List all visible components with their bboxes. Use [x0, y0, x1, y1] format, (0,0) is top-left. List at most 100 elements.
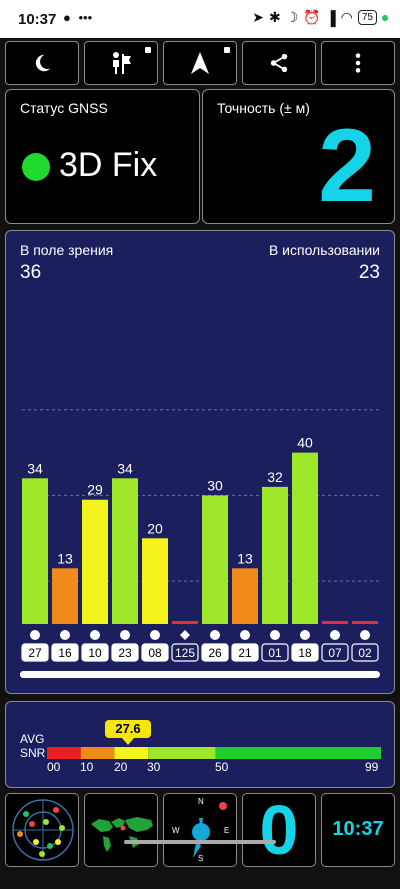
satellite-signal-panel: В поле зрения 36 В использовании 23 34 27…: [5, 230, 395, 694]
marker-dot: [30, 630, 40, 640]
more-dots-icon: •••: [78, 10, 93, 25]
clock-value: 10:37: [332, 818, 384, 840]
wifi-icon: ◠: [340, 9, 353, 25]
snr-tick-20: 20: [114, 760, 128, 774]
moon-icon: [35, 54, 51, 72]
clock-tile[interactable]: 10:37: [321, 793, 395, 867]
bluetooth-icon: ✱: [269, 9, 281, 25]
location-arrow-icon: ➤: [252, 9, 264, 25]
lock-icon: [145, 47, 151, 53]
accuracy-card: Точность (± м) 2: [202, 89, 395, 224]
marker-dot: [210, 630, 220, 640]
satellite-id-box: [261, 643, 289, 662]
world-map-tile[interactable]: [84, 793, 158, 867]
bar-value-label: 34: [117, 460, 133, 476]
marker-dot: [360, 630, 370, 640]
gnss-status-title: Статус GNSS: [20, 100, 108, 116]
snr-scale-segment: [148, 747, 216, 759]
satellite-id-box: [321, 643, 349, 662]
satellite-id-label: 125: [175, 646, 195, 660]
snr-scale-segment: [114, 747, 149, 759]
avg-snr-panel: AVG SNR 27.6 00 10 20 30 50 99: [5, 701, 395, 788]
in-view-label: В поле зрения: [20, 242, 114, 258]
horizontal-scrollbar[interactable]: [20, 671, 380, 678]
satellite-id-box: [141, 643, 169, 662]
navigate-button[interactable]: [163, 41, 237, 85]
satellite-id-box: [351, 643, 379, 662]
sky-radar-icon: [12, 799, 74, 861]
in-use-value: 23: [358, 262, 380, 283]
snr-label: SNR: [20, 746, 46, 760]
privacy-dot-icon: [382, 14, 388, 21]
snr-tick-50: 50: [215, 760, 229, 774]
marker-dot: [90, 630, 100, 640]
satellite-id-label: 01: [268, 646, 282, 660]
map-flag-button[interactable]: [84, 41, 158, 85]
share-icon: [270, 53, 288, 73]
snr-scale-segment: [47, 747, 81, 759]
compass-s: S: [198, 854, 204, 863]
scrollbar-thumb[interactable]: [20, 671, 140, 678]
satellite-bar: [352, 621, 378, 624]
night-mode-button[interactable]: [5, 41, 79, 85]
gnss-status-card: Статус GNSS 3D Fix: [5, 89, 200, 224]
satellite-bar: [52, 568, 78, 624]
satellite-bar: [292, 452, 318, 624]
satellite-id-box: [81, 643, 109, 662]
marker-diamond: [180, 630, 190, 640]
satellite-id-label: 27: [28, 646, 42, 660]
in-view-value: 36: [20, 262, 42, 283]
bar-value-label: 20: [147, 520, 163, 536]
compass-e: E: [224, 826, 230, 835]
lock-icon: [224, 47, 230, 53]
satellite-id-label: 16: [58, 646, 72, 660]
marker-dot: [150, 630, 160, 640]
marker-dot: [300, 630, 310, 640]
avg-snr-pointer: [122, 738, 134, 745]
in-use-label: В использовании: [268, 242, 380, 258]
satellite-id-label: 10: [88, 646, 102, 660]
chat-bubble-icon: ●: [63, 10, 71, 25]
satellites-count-tile[interactable]: 0: [242, 793, 316, 867]
avg-label: AVG: [20, 732, 45, 746]
satellite-bar: [262, 486, 288, 624]
compass-tile[interactable]: N S W E: [163, 793, 237, 867]
bar-value-label: 32: [267, 469, 283, 485]
sky-radar-tile[interactable]: [5, 793, 79, 867]
satellite-bar: [112, 478, 138, 624]
person-flag-icon: [113, 52, 131, 74]
satellite-bar: [172, 621, 198, 624]
satellite-bar: [232, 568, 258, 624]
bar-value-label: 30: [207, 477, 223, 493]
satellite-id-label: 21: [238, 646, 252, 660]
satellite-id-box: [21, 643, 49, 662]
gps-app: Статус GNSS 3D Fix Точность (± м) 2 В по…: [0, 38, 400, 889]
snr-scale-segment: [80, 747, 115, 759]
satellite-bar: [322, 621, 348, 624]
compass-w: W: [172, 826, 180, 835]
snr-scale-segment: [215, 747, 381, 759]
status-left-icons: ● •••: [63, 10, 92, 25]
satellite-bar: [142, 538, 168, 624]
satellite-snr-chart: 34 27 13 16 29 10 34 23 20 08 125 30 26 13 21 32 01 40 18 0…: [21, 409, 380, 662]
gesture-nav-pill[interactable]: [124, 840, 276, 844]
satellite-id-box: [51, 643, 79, 662]
alarm-off-icon: ⏰: [303, 9, 321, 25]
marker-dot: [60, 630, 70, 640]
accuracy-value: 2: [318, 108, 376, 224]
world-map-icon: [91, 817, 153, 852]
satellite-bar: [22, 478, 48, 624]
satellite-bar: [82, 499, 108, 624]
satellite-id-label: 23: [118, 646, 132, 660]
bar-value-label: 13: [237, 550, 253, 566]
moon-icon: ☽: [285, 9, 299, 25]
status-right-icons: ➤ ✱ ☽ ⏰ ▐ ◠ 75: [252, 9, 388, 26]
signal-icon: ▐: [325, 9, 336, 26]
satellite-bar: [202, 495, 228, 624]
system-status-bar: 10:37 ● ••• ➤ ✱ ☽ ⏰ ▐ ◠ 75: [0, 0, 400, 38]
share-button[interactable]: [242, 41, 316, 85]
battery-indicator: 75: [357, 10, 377, 25]
snr-tick-00: 00: [47, 760, 61, 774]
accuracy-title: Точность (± м): [217, 100, 310, 116]
overflow-menu-button[interactable]: [321, 41, 395, 85]
